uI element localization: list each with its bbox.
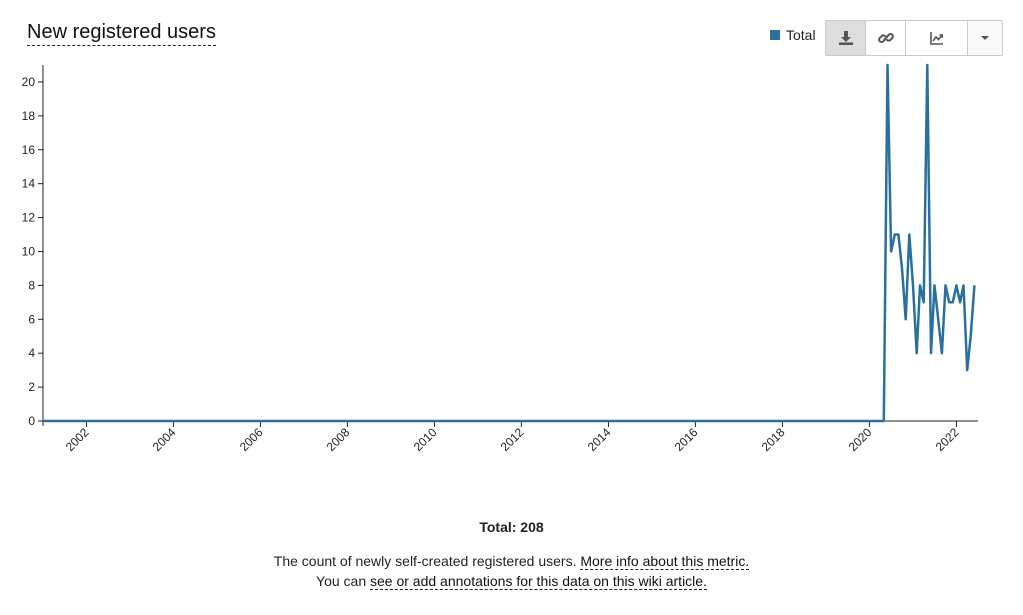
y-tick-label: 14 <box>22 177 36 191</box>
x-tick-label: 2010 <box>411 425 440 454</box>
x-tick-label: 2008 <box>324 425 353 454</box>
description-text: The count of newly self-created register… <box>273 553 581 569</box>
total-summary: Total: 208 <box>479 519 544 535</box>
y-tick-label: 18 <box>22 109 36 123</box>
y-tick-label: 20 <box>22 75 36 89</box>
annotations-note: You can see or add annotations for this … <box>0 573 1023 590</box>
y-tick-label: 0 <box>28 414 35 428</box>
x-tick-label: 2014 <box>585 425 614 454</box>
y-tick-label: 8 <box>28 278 35 292</box>
legend[interactable]: Total <box>770 27 816 43</box>
link-icon <box>877 33 894 43</box>
x-tick-label: 2018 <box>759 425 788 454</box>
page-title[interactable]: New registered users <box>27 20 216 46</box>
annotations-link[interactable]: see or add annotations for this data on … <box>370 573 707 590</box>
metric-description: The count of newly self-created register… <box>0 553 1023 570</box>
chart-type-button[interactable] <box>906 21 968 55</box>
link-button[interactable] <box>866 21 906 55</box>
series-layer <box>43 63 976 423</box>
y-axis: 0 2 4 6 8 10 12 14 16 18 20 <box>22 65 44 428</box>
y-tick-label: 6 <box>28 312 35 326</box>
x-tick-label: 2002 <box>63 425 92 454</box>
x-tick-label: 2004 <box>150 425 179 454</box>
chart-toolbar <box>825 20 1003 56</box>
legend-swatch <box>770 30 780 40</box>
download-button[interactable] <box>826 21 866 55</box>
download-icon <box>838 31 853 45</box>
y-tick-label: 4 <box>28 346 35 360</box>
y-tick-label: 10 <box>22 244 36 258</box>
annotations-prefix: You can <box>316 573 370 589</box>
x-tick-label: 2012 <box>498 425 527 454</box>
y-tick-label: 2 <box>28 380 35 394</box>
more-options-button[interactable] <box>968 21 1002 55</box>
series-line-total <box>43 63 976 423</box>
x-tick-label: 2016 <box>672 425 701 454</box>
caret-down-icon <box>981 36 989 40</box>
y-tick-label: 12 <box>22 211 36 225</box>
metric-info-link[interactable]: More info about this metric. <box>580 553 750 570</box>
x-tick-label: 2006 <box>237 425 266 454</box>
x-axis: 2002 2004 2006 2008 2010 2012 2014 2016 2018 2020… <box>43 420 978 454</box>
x-tick-label: 2020 <box>846 425 875 454</box>
line-chart-icon <box>929 32 943 45</box>
x-tick-label: 2022 <box>933 425 962 454</box>
legend-label: Total <box>786 27 816 43</box>
y-tick-label: 16 <box>22 143 36 157</box>
